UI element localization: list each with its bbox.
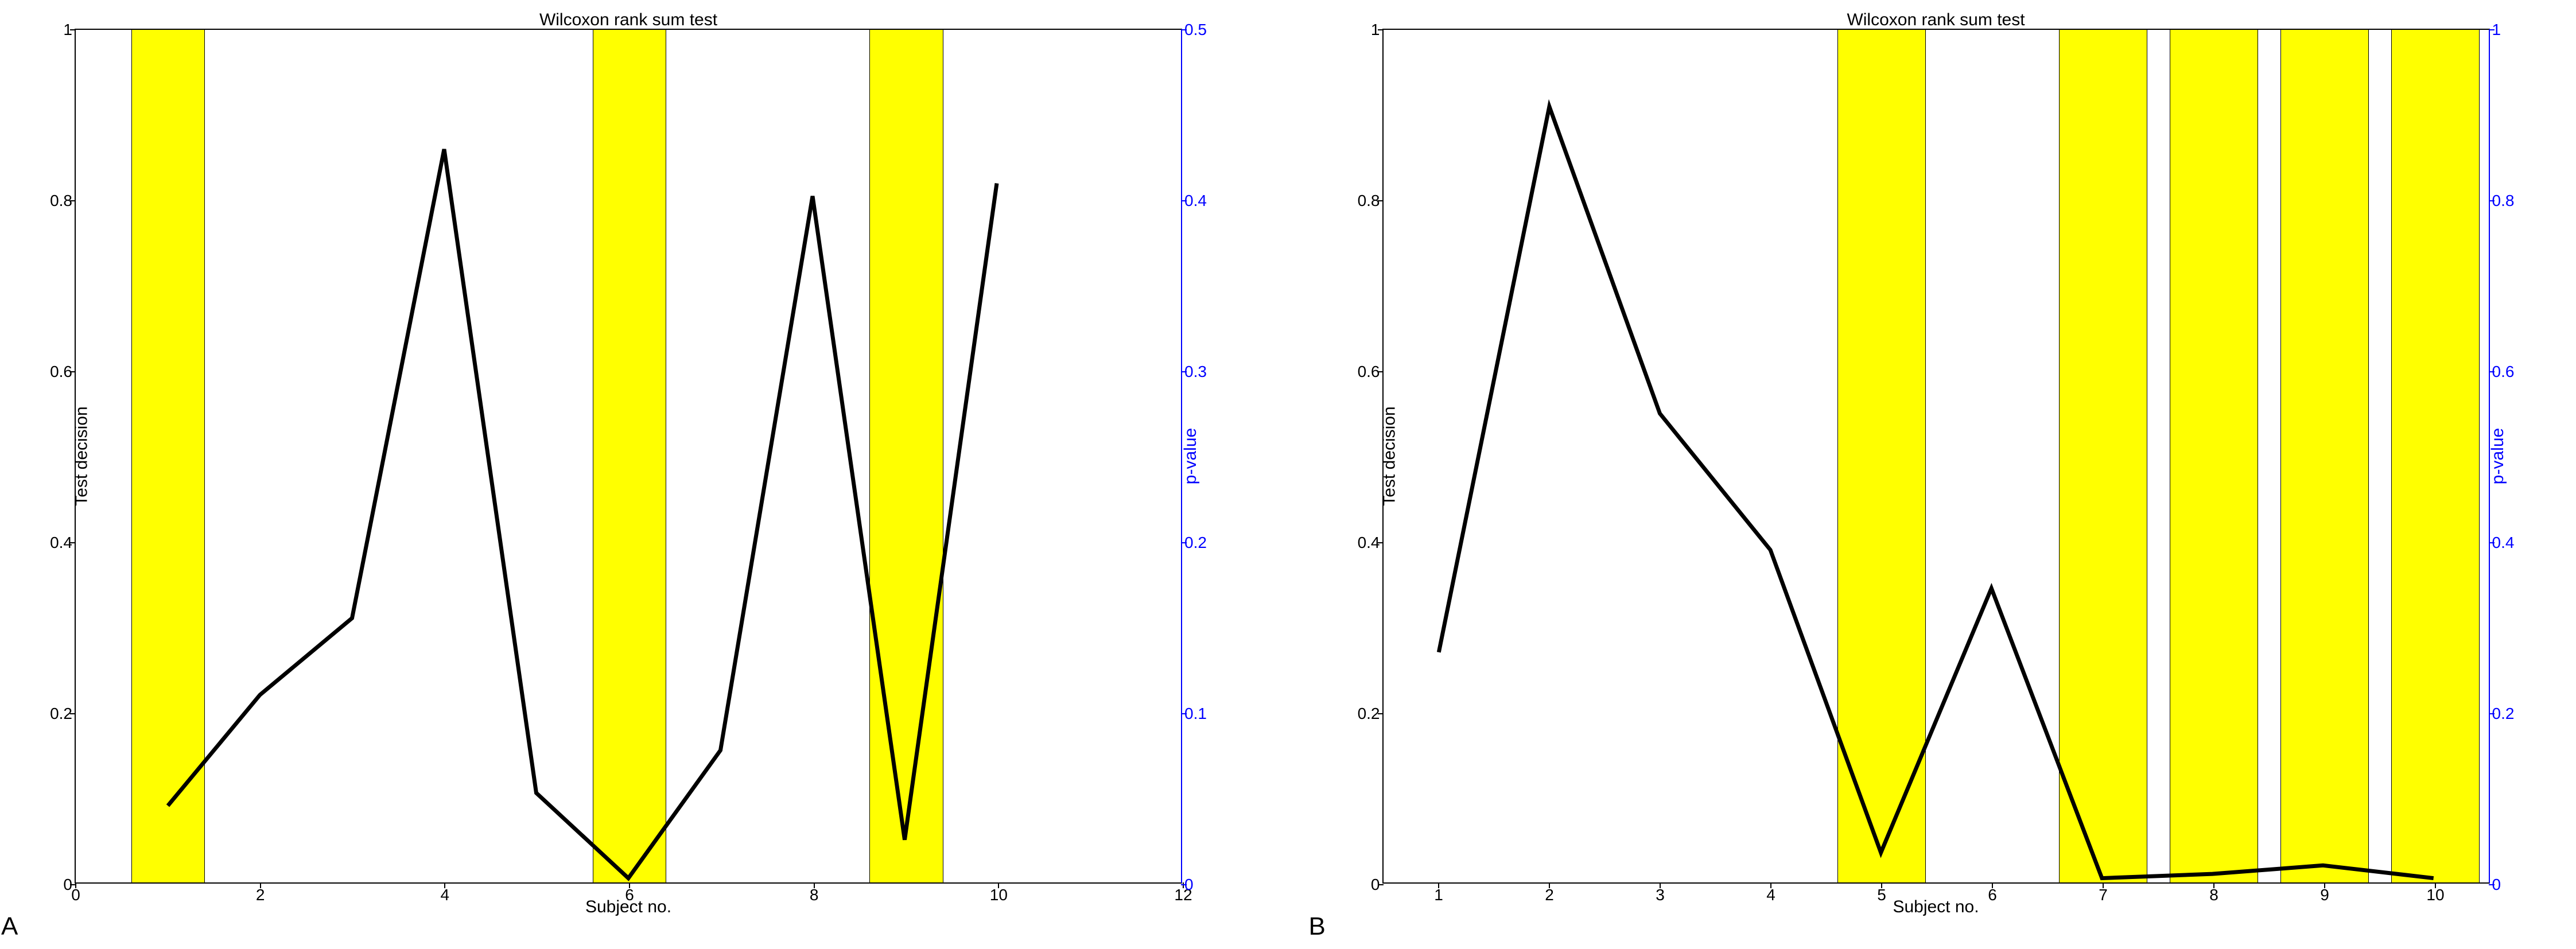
y-right-tick-label: 0.6 <box>2492 363 2520 381</box>
x-tick-label: 2 <box>256 886 265 904</box>
y-right-tick-label: 0.8 <box>2492 192 2520 210</box>
y-left-tick-label: 0.4 <box>47 534 72 552</box>
y-left-tick-label: 0.4 <box>1355 534 1380 552</box>
panel-b-label: B <box>1309 912 1326 941</box>
y-right-tick-label: 0 <box>1184 876 1212 894</box>
x-tick-label: 6 <box>1988 886 1997 904</box>
plot-b-box: Wilcoxon rank sum test Subject no. Test … <box>1382 29 2490 884</box>
y-right-tick-label: 0.1 <box>1184 705 1212 723</box>
y-right-tick-label: 0.2 <box>2492 705 2520 723</box>
y-right-tick-label: 0.5 <box>1184 21 1212 39</box>
y-right-tick-label: 0 <box>2492 876 2520 894</box>
plot-b-ylabel-right: p-value <box>2488 428 2508 484</box>
y-left-tick-label: 0.8 <box>47 192 72 210</box>
x-tick-label: 4 <box>1766 886 1775 904</box>
x-tick-label: 6 <box>625 886 634 904</box>
y-left-tick-label: 0.2 <box>47 705 72 723</box>
x-tick-label: 9 <box>2320 886 2329 904</box>
x-tick-label: 2 <box>1545 886 1554 904</box>
y-left-tick-label: 0.8 <box>1355 192 1380 210</box>
x-tick-label: 4 <box>441 886 450 904</box>
x-tick-label: 8 <box>2209 886 2218 904</box>
data-line <box>1384 30 2489 882</box>
panel-b: B Wilcoxon rank sum test Subject no. Tes… <box>1314 6 2571 941</box>
x-tick-label: 5 <box>1877 886 1886 904</box>
y-right-tick-label: 0.4 <box>1184 192 1212 210</box>
panel-a-label: A <box>1 912 18 941</box>
data-line <box>76 30 1181 882</box>
x-tick-label: 10 <box>2426 886 2444 904</box>
x-tick-label: 3 <box>1656 886 1665 904</box>
y-left-tick-label: 0.2 <box>1355 705 1380 723</box>
x-tick-label: 1 <box>1434 886 1443 904</box>
plot-a-title: Wilcoxon rank sum test <box>76 10 1181 30</box>
x-tick-label: 8 <box>810 886 819 904</box>
x-tick-label: 0 <box>71 886 80 904</box>
y-right-tick-label: 0.4 <box>2492 534 2520 552</box>
x-tick-label: 10 <box>990 886 1008 904</box>
y-left-tick-label: 0 <box>1355 876 1380 894</box>
panel-a: A Wilcoxon rank sum test Subject no. Tes… <box>6 6 1263 941</box>
y-left-tick-label: 1 <box>1355 21 1380 39</box>
y-left-tick-label: 0.6 <box>47 363 72 381</box>
y-right-tick-label: 1 <box>2492 21 2520 39</box>
y-right-tick-label: 0.3 <box>1184 363 1212 381</box>
plot-a-ylabel-right: p-value <box>1181 428 1200 484</box>
plot-b-title: Wilcoxon rank sum test <box>1384 10 2489 30</box>
y-left-tick-label: 1 <box>47 21 72 39</box>
y-left-tick-label: 0.6 <box>1355 363 1380 381</box>
x-tick-label: 7 <box>2099 886 2108 904</box>
y-right-tick-label: 0.2 <box>1184 534 1212 552</box>
plot-a-box: Wilcoxon rank sum test Subject no. Test … <box>75 29 1182 884</box>
y-left-tick-label: 0 <box>47 876 72 894</box>
